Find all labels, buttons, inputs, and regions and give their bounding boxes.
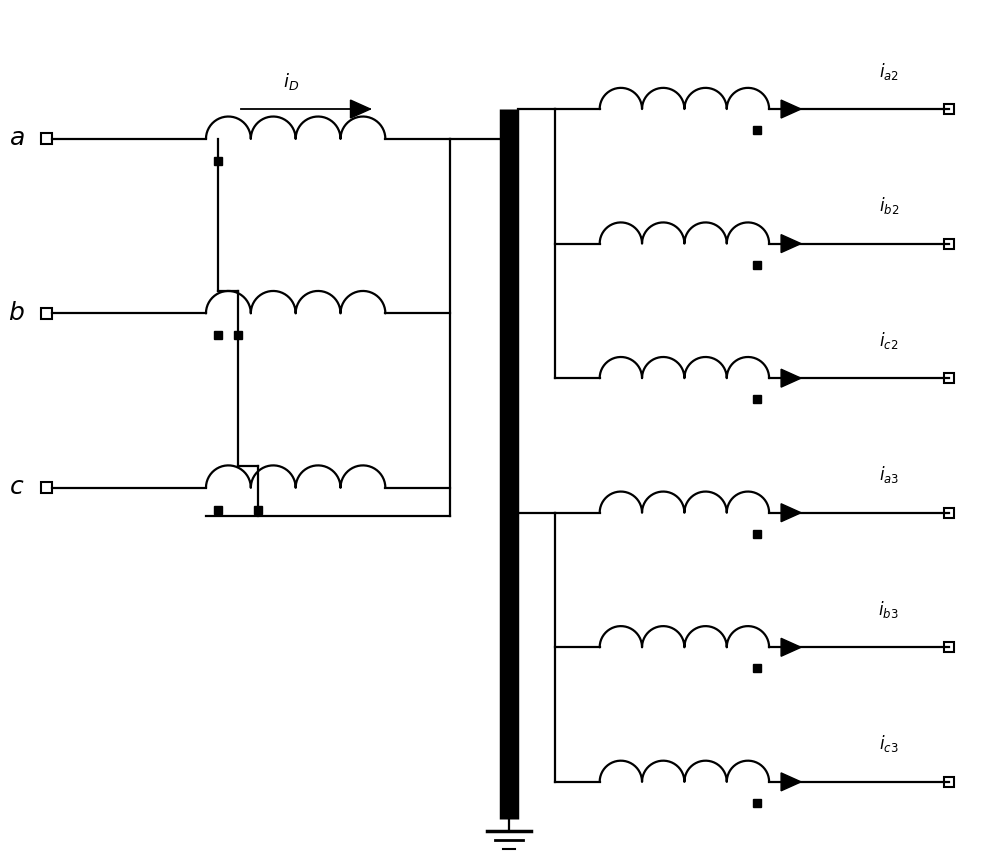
Text: $i_{b2}$: $i_{b2}$ — [879, 196, 899, 216]
Bar — [753, 799, 761, 807]
Polygon shape — [350, 100, 370, 118]
Bar — [214, 157, 222, 165]
Bar — [944, 104, 954, 114]
Polygon shape — [781, 234, 801, 252]
Bar — [753, 664, 761, 672]
Bar — [214, 505, 222, 514]
Text: $i_{a3}$: $i_{a3}$ — [879, 464, 899, 486]
Text: $a$: $a$ — [9, 128, 24, 150]
Bar — [41, 134, 52, 144]
Bar — [753, 396, 761, 403]
Text: $i_{c3}$: $i_{c3}$ — [879, 734, 898, 754]
Text: $i_{b3}$: $i_{b3}$ — [878, 599, 899, 620]
Polygon shape — [781, 369, 801, 387]
Bar — [254, 505, 262, 514]
Text: $b$: $b$ — [8, 302, 25, 325]
Text: $i_{c2}$: $i_{c2}$ — [879, 329, 898, 351]
Polygon shape — [781, 773, 801, 791]
Bar — [41, 308, 52, 319]
Bar — [944, 373, 954, 384]
Bar — [214, 331, 222, 339]
Bar — [753, 261, 761, 269]
Bar — [944, 239, 954, 249]
Polygon shape — [781, 504, 801, 522]
Polygon shape — [781, 638, 801, 656]
Bar — [944, 508, 954, 517]
Bar — [944, 776, 954, 787]
Text: $i_{a2}$: $i_{a2}$ — [879, 61, 899, 82]
Text: $i_D$: $i_D$ — [283, 70, 299, 92]
Bar — [41, 482, 52, 493]
Text: $c$: $c$ — [9, 476, 24, 499]
Bar — [944, 643, 954, 652]
Bar — [753, 529, 761, 538]
Polygon shape — [781, 100, 801, 118]
Bar — [753, 126, 761, 134]
Bar — [234, 331, 242, 339]
